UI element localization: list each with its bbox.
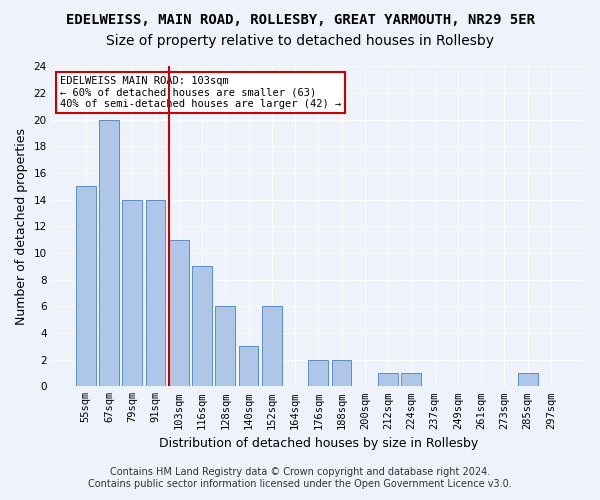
Text: EDELWEISS, MAIN ROAD, ROLLESBY, GREAT YARMOUTH, NR29 5ER: EDELWEISS, MAIN ROAD, ROLLESBY, GREAT YA… bbox=[65, 12, 535, 26]
X-axis label: Distribution of detached houses by size in Rollesby: Distribution of detached houses by size … bbox=[159, 437, 478, 450]
Bar bbox=[99, 120, 119, 386]
Bar bbox=[332, 360, 352, 386]
Text: Size of property relative to detached houses in Rollesby: Size of property relative to detached ho… bbox=[106, 34, 494, 48]
Bar bbox=[192, 266, 212, 386]
Bar bbox=[169, 240, 188, 386]
Bar bbox=[122, 200, 142, 386]
Bar bbox=[378, 373, 398, 386]
Bar bbox=[239, 346, 259, 387]
Bar bbox=[518, 373, 538, 386]
Bar bbox=[215, 306, 235, 386]
Bar bbox=[401, 373, 421, 386]
Bar bbox=[76, 186, 95, 386]
Text: Contains HM Land Registry data © Crown copyright and database right 2024.
Contai: Contains HM Land Registry data © Crown c… bbox=[88, 468, 512, 489]
Text: EDELWEISS MAIN ROAD: 103sqm
← 60% of detached houses are smaller (63)
40% of sem: EDELWEISS MAIN ROAD: 103sqm ← 60% of det… bbox=[59, 76, 341, 110]
Bar bbox=[308, 360, 328, 386]
Bar bbox=[262, 306, 282, 386]
Bar bbox=[146, 200, 166, 386]
Y-axis label: Number of detached properties: Number of detached properties bbox=[15, 128, 28, 325]
